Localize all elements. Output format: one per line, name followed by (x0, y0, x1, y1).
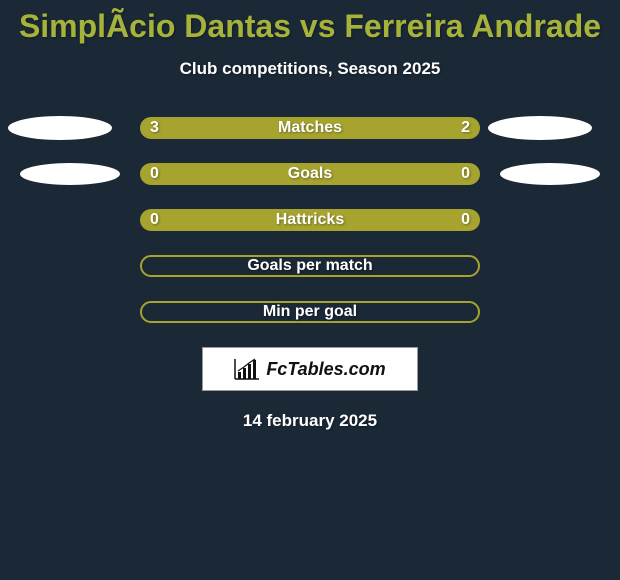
stat-bar: Min per goal (140, 301, 480, 323)
stat-row: Goals per match (0, 255, 620, 277)
stat-label: Hattricks (140, 211, 480, 229)
stat-label: Min per goal (142, 303, 478, 321)
player-marker-left (8, 116, 112, 140)
stat-value-left: 0 (150, 211, 159, 229)
player-marker-right (500, 163, 600, 185)
stat-rows: Matches32Goals00Hattricks00Goals per mat… (0, 117, 620, 323)
logo-box[interactable]: FcTables.com (202, 347, 418, 391)
stat-row: Goals0 0 (0, 163, 620, 185)
stat-label: Matches (140, 119, 480, 137)
stat-value-right: 0 (461, 165, 470, 183)
stat-label: Goals (140, 165, 480, 183)
stat-row: Hattricks0 0 (0, 209, 620, 231)
logo-text: FcTables.com (266, 359, 385, 380)
stat-bar: Matches3 2 (140, 117, 480, 139)
player-marker-right (488, 116, 592, 140)
stat-value-right: 0 (461, 211, 470, 229)
stat-row: Matches3 2 (0, 117, 620, 139)
stat-bar: Goals0 0 (140, 163, 480, 185)
comparison-card: SimplÃ­cio Dantas vs Ferreira Andrade Cl… (0, 0, 620, 580)
date: 14 february 2025 (0, 411, 620, 431)
stat-row: Min per goal (0, 301, 620, 323)
bar-chart-icon (234, 358, 260, 380)
stat-value-right: 2 (461, 119, 470, 137)
page-title: SimplÃ­cio Dantas vs Ferreira Andrade (0, 0, 620, 45)
subtitle: Club competitions, Season 2025 (0, 59, 620, 79)
stat-bar: Goals per match (140, 255, 480, 277)
stat-bar: Hattricks0 0 (140, 209, 480, 231)
stat-value-left: 3 (150, 119, 159, 137)
stat-label: Goals per match (142, 257, 478, 275)
player-marker-left (20, 163, 120, 185)
stat-value-left: 0 (150, 165, 159, 183)
